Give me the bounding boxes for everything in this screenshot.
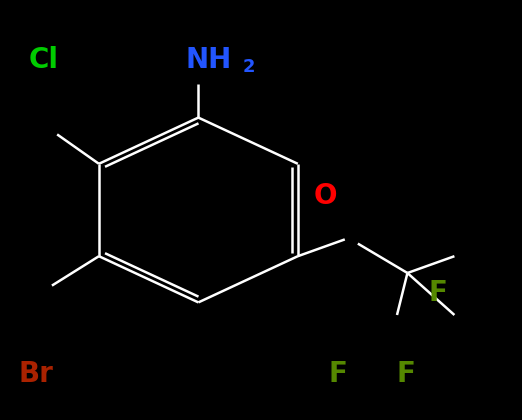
Text: O: O <box>313 182 337 210</box>
Text: 2: 2 <box>243 58 255 76</box>
Text: NH: NH <box>185 45 232 74</box>
Text: Br: Br <box>18 360 53 389</box>
Text: F: F <box>428 278 447 307</box>
Text: F: F <box>329 360 348 389</box>
Text: Cl: Cl <box>29 45 58 74</box>
Text: F: F <box>397 360 416 389</box>
